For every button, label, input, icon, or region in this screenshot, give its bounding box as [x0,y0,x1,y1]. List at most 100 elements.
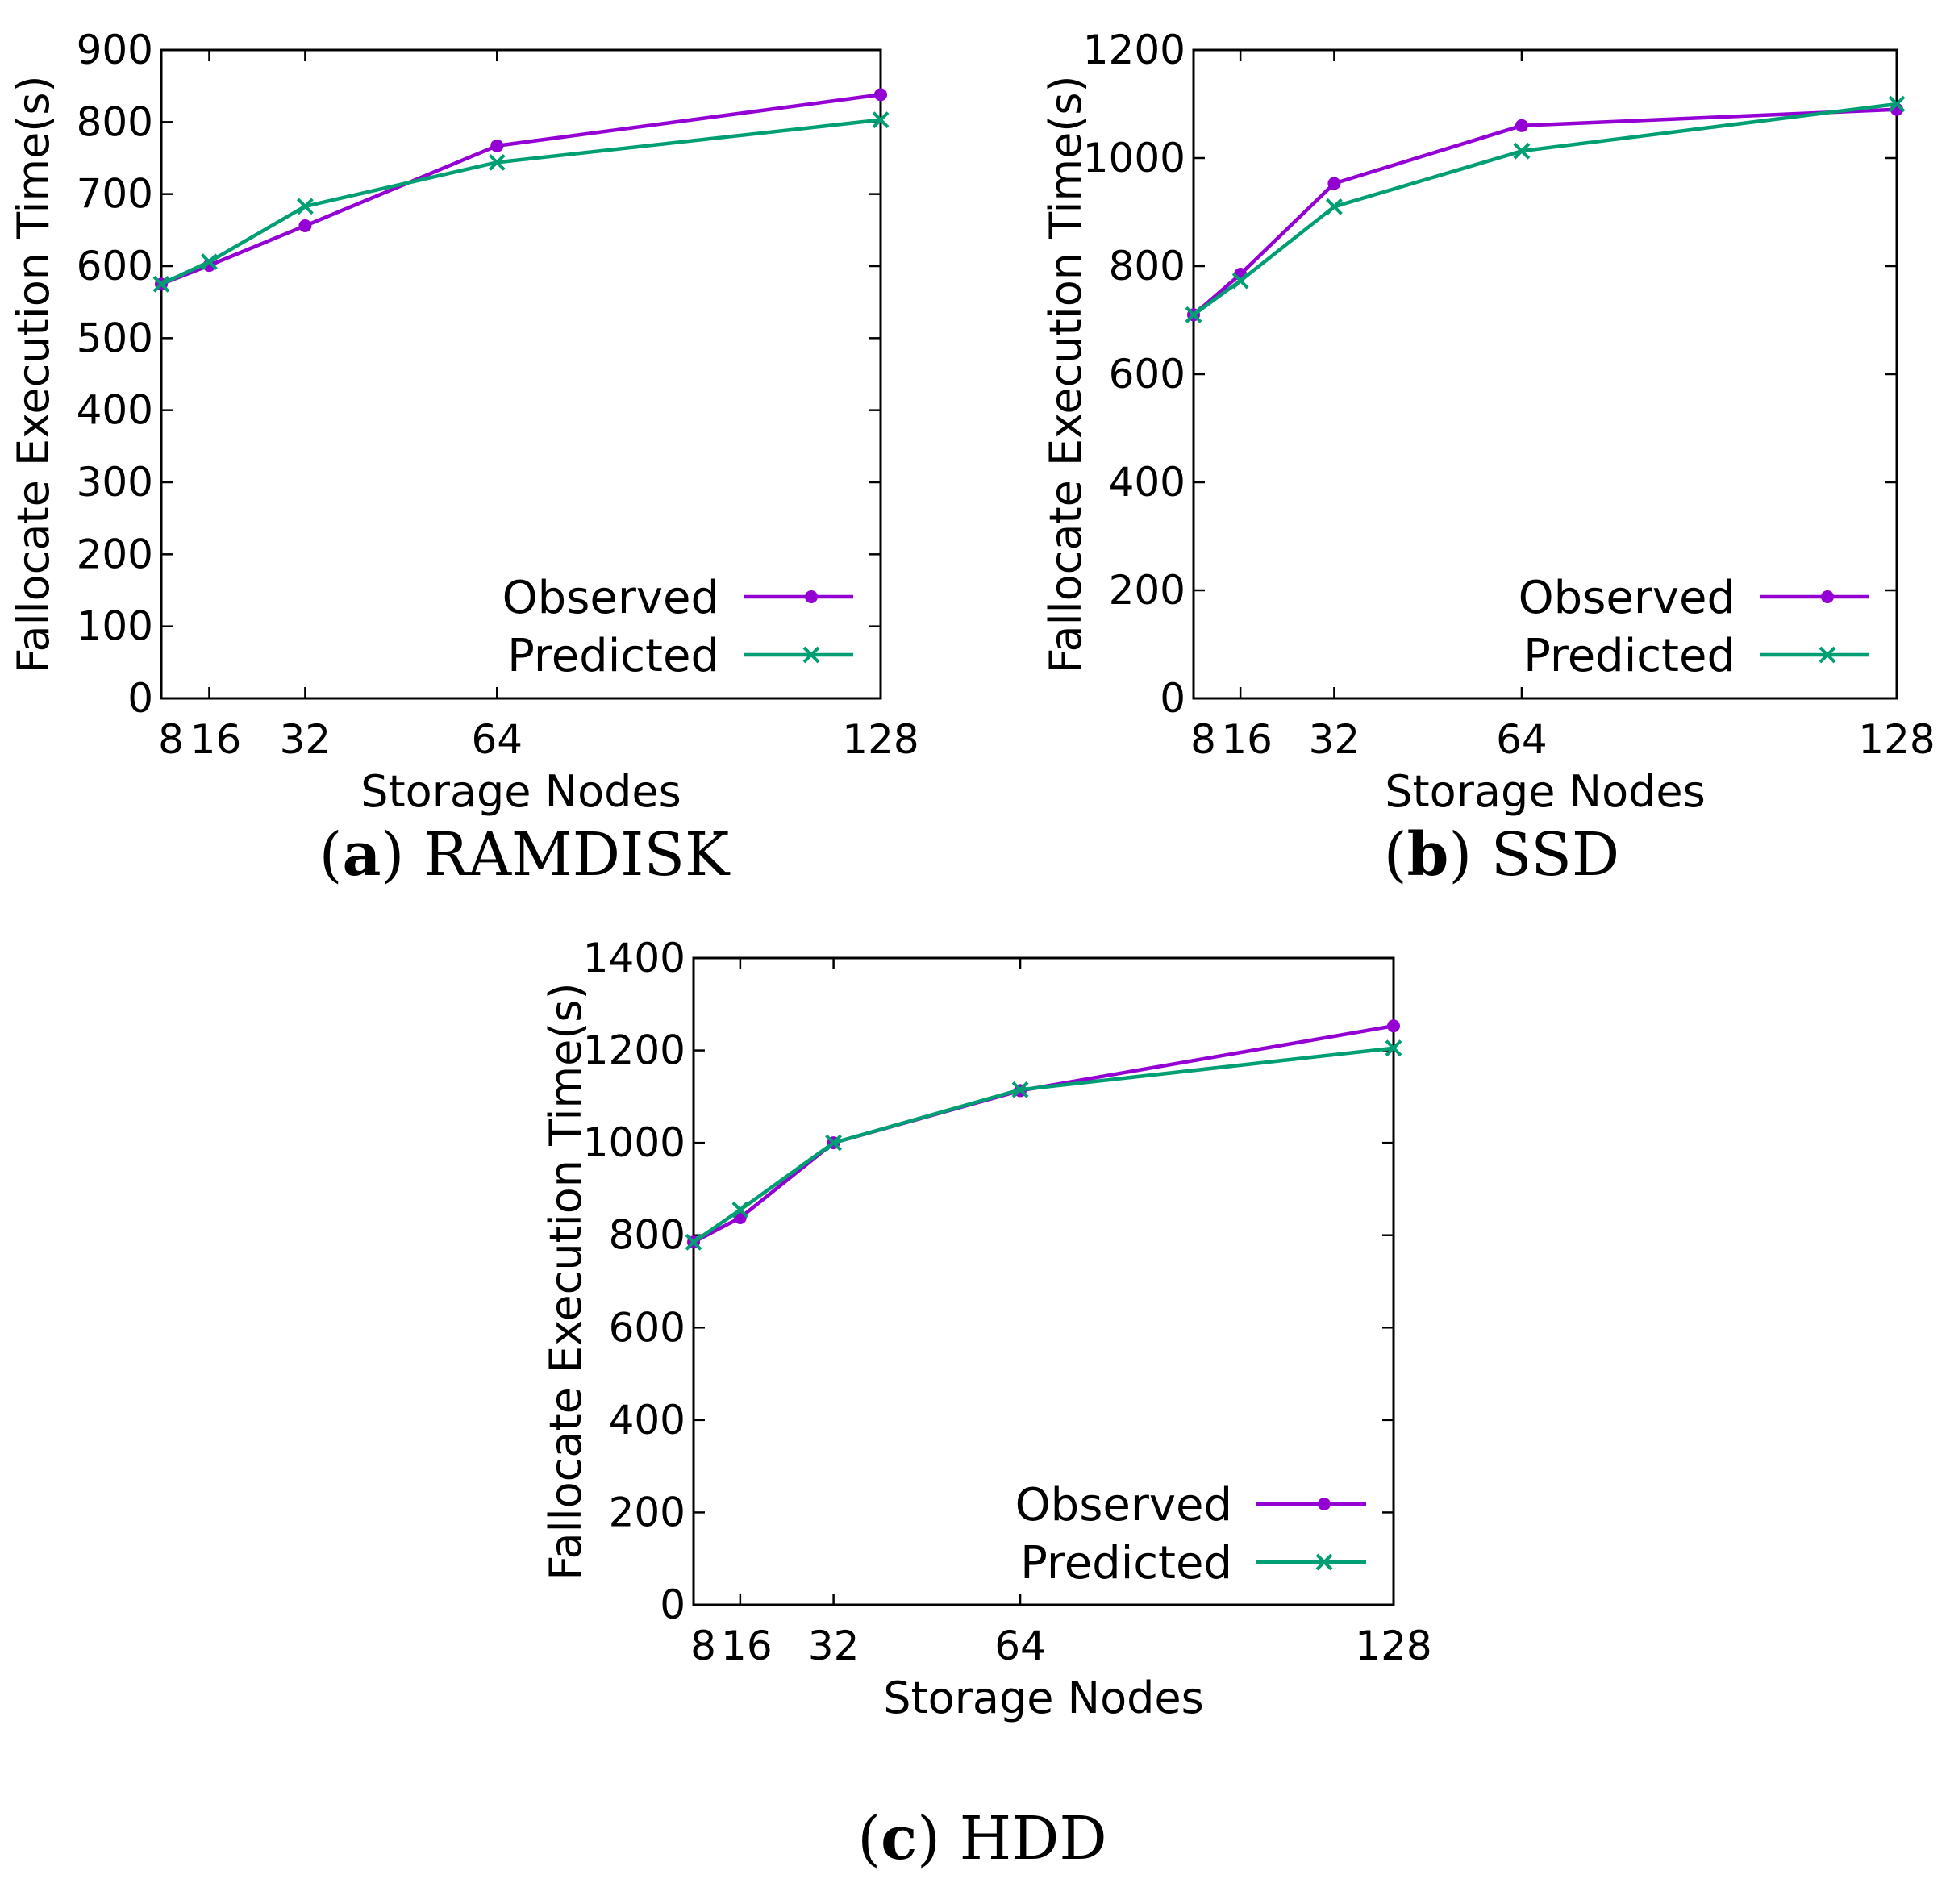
legend-label-observed: Observed [1015,1479,1232,1531]
legend-label-predicted: Predicted [1020,1537,1232,1589]
x-tick-label: 8 [158,716,184,763]
legend-label-predicted: Predicted [1523,630,1735,682]
y-tick-label: 400 [1109,459,1185,506]
series-line-predicted [692,1046,1394,1244]
data-point-observed [874,88,887,102]
y-tick-label: 1400 [583,935,685,981]
marker-stroke [152,275,170,293]
y-tick-label: 1200 [1083,27,1185,73]
data-point-predicted [488,153,506,171]
caption-text: RAMDISK [423,820,731,890]
x-tick-label: 64 [471,716,523,763]
legend-label-observed: Observed [502,572,719,624]
data-point-predicted [685,1233,702,1251]
x-tick-label: 8 [1190,716,1216,763]
series-line-observed [160,93,881,286]
panel-caption: (b) SSD [1384,820,1619,890]
legend-label-predicted: Predicted [507,630,719,682]
marker-stroke [1011,1081,1029,1098]
marker-stroke [1513,142,1531,160]
y-tick-label: 1000 [583,1119,685,1166]
marker-stroke [825,1134,843,1152]
caption-paren-open: ( [319,820,343,890]
x-axis-title: Storage Nodes [1385,766,1706,817]
y-axis-title: Fallocate Execution Time(s) [8,75,59,673]
legend-marker [1821,590,1834,603]
x-axis-title: Storage Nodes [883,1673,1204,1723]
y-tick-label: 800 [609,1212,685,1259]
x-tick-label: 16 [721,1623,773,1669]
x-tick-label: 16 [1221,716,1273,763]
caption-letter: c [881,1804,917,1873]
y-tick-label: 400 [609,1397,685,1444]
y-tick-label: 400 [77,387,153,434]
y-tick-label: 600 [77,243,153,290]
y-tick-label: 800 [1109,243,1185,290]
y-tick-label: 800 [77,98,153,145]
series-line-observed [1192,107,1898,317]
x-tick-label: 8 [690,1623,716,1669]
data-point-predicted [1513,142,1531,160]
y-tick-label: 200 [77,531,153,577]
marker-stroke [1888,95,1906,113]
plot-frame [160,48,882,700]
legend-marker [802,646,820,664]
y-tick-label: 700 [77,171,153,218]
series-line-predicted [1192,102,1898,317]
caption-paren-close: ) [917,1804,959,1873]
y-tick-label: 600 [1109,351,1185,398]
y-tick-label: 200 [609,1489,685,1535]
marker-stroke [872,111,890,129]
data-point-observed [1515,119,1528,132]
y-tick-label: 200 [1109,567,1185,614]
x-tick-label: 128 [1355,1623,1431,1669]
data-point-predicted [152,275,170,293]
caption-letter: b [1407,820,1449,890]
y-tick-label: 0 [660,1581,685,1628]
y-tick-label: 1200 [583,1027,685,1074]
data-point-predicted [1325,198,1343,215]
marker-stroke [1325,198,1343,215]
data-point-predicted [1011,1081,1029,1098]
chart-panel-a: 0 100 200 300 400 500 600 700 800 900 8 16 32 64 128 St… [8,27,919,890]
caption-paren-close: ) [1448,820,1490,890]
y-tick-label: 0 [127,675,153,722]
chart-panel-c: 0 200 400 600 800 1000 1200 1400 8 16 32 64 128 Stora… [540,935,1432,1873]
data-point-predicted [825,1134,843,1152]
legend-marker [1318,1498,1331,1510]
data-point-observed [490,139,504,152]
x-tick-label: 32 [280,716,331,763]
data-point-predicted [872,111,890,129]
chart-panel-b: 0 200 400 600 800 1000 1200 8 16 32 64 128 Storage N… [1040,27,1935,890]
legend-marker [1315,1553,1333,1571]
x-tick-label: 32 [808,1623,860,1669]
x-tick-label: 64 [994,1623,1046,1669]
y-axis-title: Fallocate Execution Time(s) [540,982,591,1580]
caption-text: HDD [960,1804,1107,1873]
data-point-observed [1387,1019,1400,1033]
marker-stroke [685,1233,702,1251]
legend-marker [1819,646,1836,664]
data-point-predicted [1888,95,1906,113]
caption-paren-open: ( [857,1804,881,1873]
x-tick-label: 64 [1496,716,1548,763]
y-tick-label: 300 [77,459,153,506]
x-tick-label: 128 [842,716,919,763]
x-tick-label: 16 [190,716,242,763]
x-axis-title: Storage Nodes [360,766,681,817]
caption-letter: a [343,820,381,890]
data-point-predicted [201,253,218,271]
y-tick-label: 1000 [1083,135,1185,181]
marker-stroke [1185,306,1202,323]
caption-paren-open: ( [1384,820,1407,890]
data-point-predicted [1385,1039,1402,1057]
legend-marker [805,590,818,603]
caption-paren-close: ) [381,820,423,890]
x-tick-label: 32 [1309,716,1360,763]
y-tick-label: 100 [77,603,153,650]
y-tick-label: 900 [77,27,153,73]
marker-stroke [1231,272,1249,290]
marker-stroke [296,198,314,215]
y-axis-title: Fallocate Execution Time(s) [1040,75,1091,673]
